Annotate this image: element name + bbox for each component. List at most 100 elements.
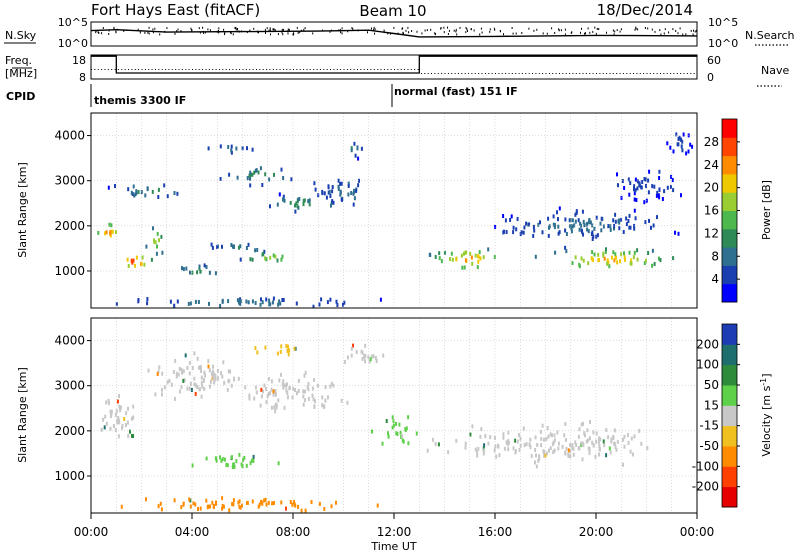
power-cell: [308, 198, 311, 203]
velocity-cell: [231, 465, 234, 469]
power-cell: [307, 199, 310, 204]
nave-point: [478, 73, 480, 74]
nsearch-point: [489, 28, 491, 31]
power-cell: [592, 234, 595, 239]
power-cell: [628, 192, 631, 197]
velocity-cell: [497, 443, 499, 448]
colorbar-swatch: [722, 405, 737, 427]
nsearch-point: [224, 31, 226, 34]
power-cell: [303, 198, 306, 203]
power-cell: [579, 221, 582, 226]
velocity-cell: [599, 437, 602, 442]
nave-point: [424, 73, 426, 74]
power-cell: [247, 242, 250, 247]
nsearch-point: [95, 30, 97, 32]
power-cell: [622, 230, 625, 234]
power-cell: [273, 172, 275, 177]
noise-left-top-tick: 10^5: [58, 16, 88, 29]
power-cell: [347, 181, 350, 186]
power-cell: [616, 260, 619, 265]
velocity-cell: [272, 392, 275, 397]
power-cell: [570, 226, 573, 231]
nave-point: [471, 73, 473, 74]
power-cell: [176, 191, 179, 196]
power-cell: [337, 184, 340, 189]
velocity-cell: [623, 444, 626, 449]
nsearch-point: [481, 31, 483, 34]
velocity-cell: [455, 438, 458, 443]
velocity-cell: [157, 369, 160, 374]
velocity-cell: [638, 428, 641, 433]
nsearch-point: [598, 28, 600, 30]
velocity-cell: [538, 454, 541, 459]
power-cell: [290, 177, 293, 182]
power-cell: [585, 222, 588, 227]
nsearch-point: [258, 31, 259, 34]
nsearch-point: [180, 30, 182, 33]
velocity-cell: [126, 420, 129, 425]
nave-point: [612, 73, 614, 74]
nave-point: [596, 73, 597, 74]
velocity-cell: [350, 346, 353, 351]
velocity-cell: [274, 402, 277, 407]
velocity-cell: [565, 446, 568, 451]
nave-point: [128, 69, 129, 70]
nsearch-point: [455, 30, 457, 33]
noise-left-bottom-tick: 10^0: [58, 37, 88, 50]
velocity-cell: [584, 433, 586, 438]
freq-left-top-tick: 18: [72, 54, 86, 67]
velocity-cell: [287, 344, 289, 349]
velocity-cell: [597, 440, 600, 444]
colorbar-tick-label: 200: [696, 337, 719, 351]
power-cell: [238, 245, 240, 250]
power-cell: [583, 223, 586, 228]
nsearch-point: [521, 32, 523, 34]
velocity-cell: [616, 439, 619, 444]
velocity-cell: [103, 425, 106, 430]
velocity-cell: [506, 442, 509, 447]
power-cell: [246, 176, 249, 181]
velocity-cell: [260, 394, 263, 399]
velocity-cell: [265, 502, 268, 507]
y-tick-label: 1000: [54, 264, 85, 278]
velocity-cell: [215, 501, 217, 506]
nsearch-point: [293, 33, 295, 36]
nave-point: [434, 73, 436, 74]
velocity-cell: [285, 388, 288, 393]
power-cell: [126, 257, 129, 262]
velocity-cell: [598, 452, 601, 457]
colorbar-tick-label: -100: [692, 459, 719, 473]
velocity-cell: [222, 504, 225, 509]
velocity-cell: [574, 440, 577, 445]
power-cell: [296, 204, 299, 209]
power-cell: [479, 256, 482, 261]
power-cell: [570, 229, 573, 234]
power-cell: [569, 224, 572, 229]
power-cell: [261, 252, 264, 257]
power-cell: [156, 231, 159, 236]
velocity-cell: [575, 442, 578, 447]
power-cell: [251, 299, 254, 304]
velocity-cell: [214, 377, 217, 382]
velocity-cell: [612, 435, 615, 439]
velocity-cell: [214, 456, 217, 461]
power-cell: [263, 249, 266, 254]
velocity-cell: [332, 383, 335, 388]
power-cell: [182, 267, 185, 272]
power-cell: [643, 200, 646, 205]
nave-point: [155, 69, 156, 70]
power-cell: [208, 301, 210, 306]
nave-point: [188, 69, 190, 70]
power-cell: [327, 185, 330, 190]
nave-point: [117, 69, 119, 70]
nave-point: [262, 69, 264, 70]
power-cell: [547, 233, 550, 238]
power-cell: [336, 303, 339, 307]
velocity-cell: [534, 448, 537, 452]
power-cell: [302, 202, 305, 207]
nsearch-point: [511, 27, 513, 29]
velocity-cell: [275, 405, 278, 410]
velocity-cell: [257, 504, 260, 509]
velocity-cell: [177, 372, 180, 377]
nsearch-point: [453, 29, 455, 32]
